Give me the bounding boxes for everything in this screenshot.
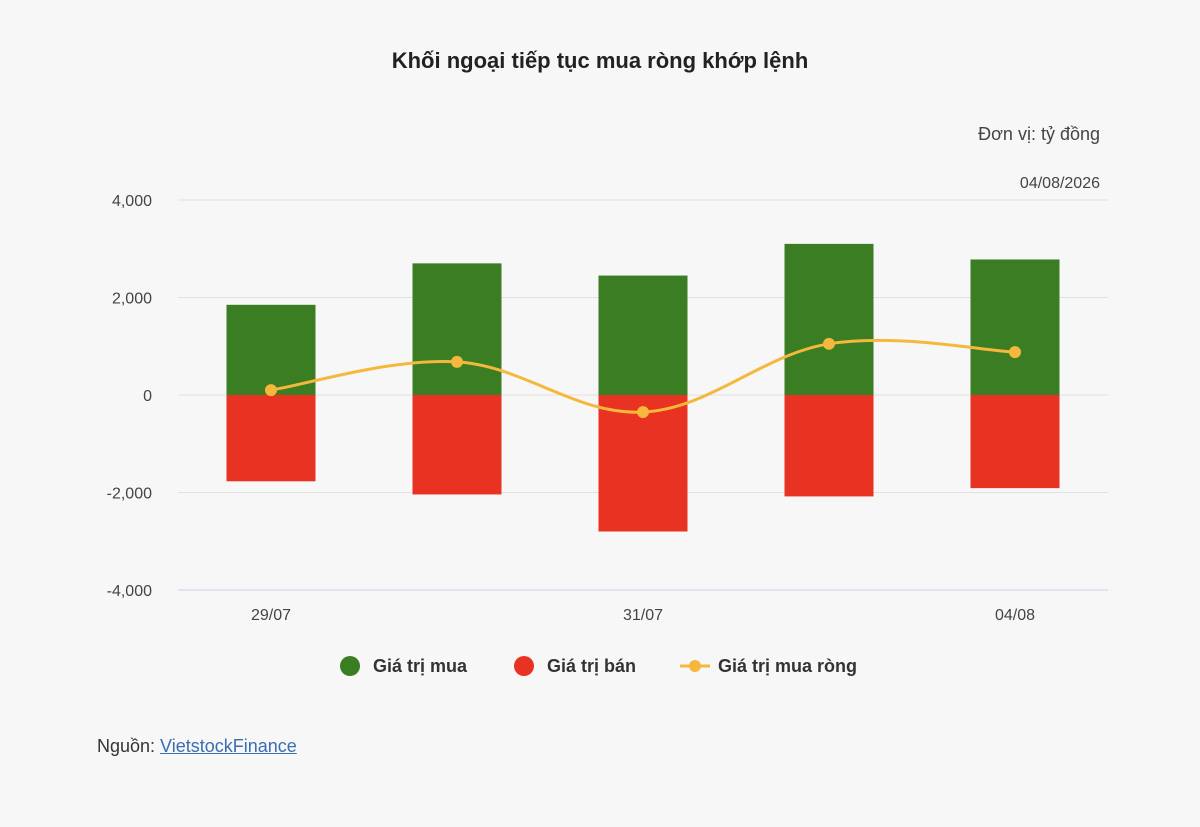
net-point xyxy=(637,406,649,419)
net-line xyxy=(265,337,1021,419)
y-axis-ticks: 4,000 2,000 0 -2,000 -4,000 xyxy=(107,193,152,600)
legend-label: Giá trị mua ròng xyxy=(718,656,857,676)
legend-label: Giá trị bán xyxy=(547,656,636,676)
source-line: Nguồn: VietstockFinance xyxy=(97,736,297,757)
chart-title: Khối ngoại tiếp tục mua ròng khớp lệnh xyxy=(391,48,809,73)
net-point xyxy=(823,337,835,350)
y-tick-label: 0 xyxy=(143,388,152,405)
buy-bar xyxy=(598,275,688,395)
source-prefix: Nguồn: xyxy=(97,736,161,756)
sell-bar xyxy=(412,395,502,495)
sell-bar xyxy=(970,395,1060,489)
sell-bar xyxy=(226,395,316,482)
buy-bar xyxy=(970,259,1060,395)
sell-bar xyxy=(784,395,874,497)
net-point xyxy=(265,384,277,397)
buy-bar xyxy=(784,243,874,395)
y-tick-label: -2,000 xyxy=(107,486,152,503)
buy-bar xyxy=(412,263,502,395)
y-tick-label: -4,000 xyxy=(107,583,152,600)
y-tick-label: 4,000 xyxy=(112,193,152,210)
y-tick-label: 2,000 xyxy=(112,291,152,308)
legend-swatch xyxy=(689,660,701,672)
source-link[interactable]: VietstockFinance xyxy=(160,736,297,756)
unit-label: Đơn vị: tỷ đồng xyxy=(978,124,1100,144)
net-point xyxy=(451,355,463,368)
bars xyxy=(226,243,1060,532)
x-tick-label: 31/07 xyxy=(623,607,663,624)
legend: Giá trị mua Giá trị bán Giá trị mua ròng xyxy=(340,656,857,676)
net-point xyxy=(1009,346,1021,359)
x-tick-label: 04/08 xyxy=(995,607,1035,624)
legend-swatch xyxy=(514,656,534,676)
buy-bar xyxy=(226,304,316,395)
x-tick-label: 29/07 xyxy=(251,607,291,624)
legend-label: Giá trị mua xyxy=(373,656,468,676)
x-axis-ticks: 29/07 31/07 04/08 xyxy=(251,607,1035,624)
date-label: 04/08/2026 xyxy=(1019,175,1100,192)
legend-swatch xyxy=(340,656,360,676)
